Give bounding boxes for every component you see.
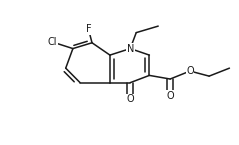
Text: O: O	[186, 66, 194, 76]
Text: F: F	[86, 24, 91, 34]
Text: N: N	[127, 44, 134, 54]
Text: O: O	[166, 91, 174, 101]
Text: O: O	[126, 94, 134, 104]
Text: Cl: Cl	[48, 37, 57, 47]
